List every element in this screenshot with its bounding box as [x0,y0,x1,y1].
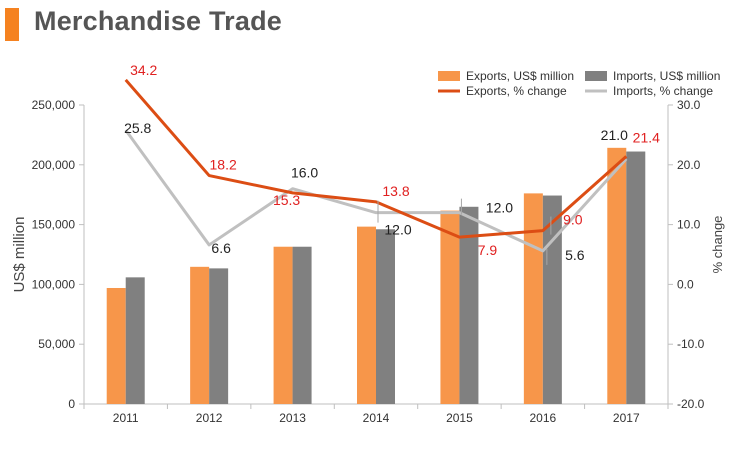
exports-change-label: 13.8 [382,183,409,199]
x-tick-label: 2015 [446,411,473,425]
imports-change-label: 12.0 [486,200,513,216]
legend-label-imports-change: Imports, % change [613,84,713,98]
imports-bar [376,229,395,404]
imports-bar [292,246,312,404]
y-tick-label: 0 [68,397,75,411]
imports-change-label: 6.6 [211,240,231,256]
imports-bar [209,268,229,404]
y-axis-title: US$ million [11,217,28,293]
x-tick-label: 2012 [196,411,223,425]
x-tick-label: 2017 [613,411,640,425]
y2-axis-title: % change [710,216,725,274]
exports-bar [607,147,627,404]
x-tick-label: 2011 [113,411,139,425]
exports-change-label: 21.4 [633,129,660,145]
x-tick-label: 2013 [279,411,306,425]
imports-bar [125,277,145,404]
x-tick-label: 2014 [363,411,390,425]
imports-change-label: 12.0 [384,222,411,238]
exports-change-label: 7.9 [478,242,498,258]
y2-tick-label: 10.0 [677,218,701,232]
exports-bar [273,246,293,404]
imports-change-label: 5.6 [565,247,585,263]
legend-label-exports: Exports, US$ million [466,69,574,83]
y2-tick-label: -10.0 [677,337,705,351]
y2-tick-label: 20.0 [677,158,701,172]
title-accent-bar [5,8,19,41]
exports-change-label: 15.3 [273,192,300,208]
y-tick-label: 100,000 [32,277,76,291]
page-title: Merchandise Trade [34,6,282,36]
exports-bar [440,210,460,404]
exports-change-label: 34.2 [130,62,157,78]
y-tick-label: 250,000 [32,98,76,112]
exports-bar [106,287,126,404]
exports-change-label: 9.0 [563,212,583,228]
y2-tick-label: -20.0 [677,397,705,411]
imports-change-label: 25.8 [124,120,151,136]
imports-bar [459,206,479,404]
y-tick-label: 50,000 [38,337,75,351]
exports-bar [357,226,376,404]
y-tick-label: 200,000 [32,158,76,172]
y2-tick-label: 0.0 [677,277,694,291]
x-tick-label: 2016 [530,411,557,425]
imports-bar [626,151,646,404]
legend-label-imports: Imports, US$ million [613,69,720,83]
legend-swatch-exports [438,71,460,81]
y2-tick-label: 30.0 [677,98,701,112]
exports-bar [523,193,543,404]
imports-change-label: 21.0 [601,127,628,143]
exports-change-line [124,78,628,239]
exports-bar [190,266,210,404]
y-tick-label: 150,000 [32,218,76,232]
exports-change-label: 18.2 [210,157,237,173]
imports-change-line [124,129,628,253]
legend-label-exports-change: Exports, % change [466,84,567,98]
legend-swatch-imports [585,71,607,81]
imports-change-label: 16.0 [291,165,318,181]
